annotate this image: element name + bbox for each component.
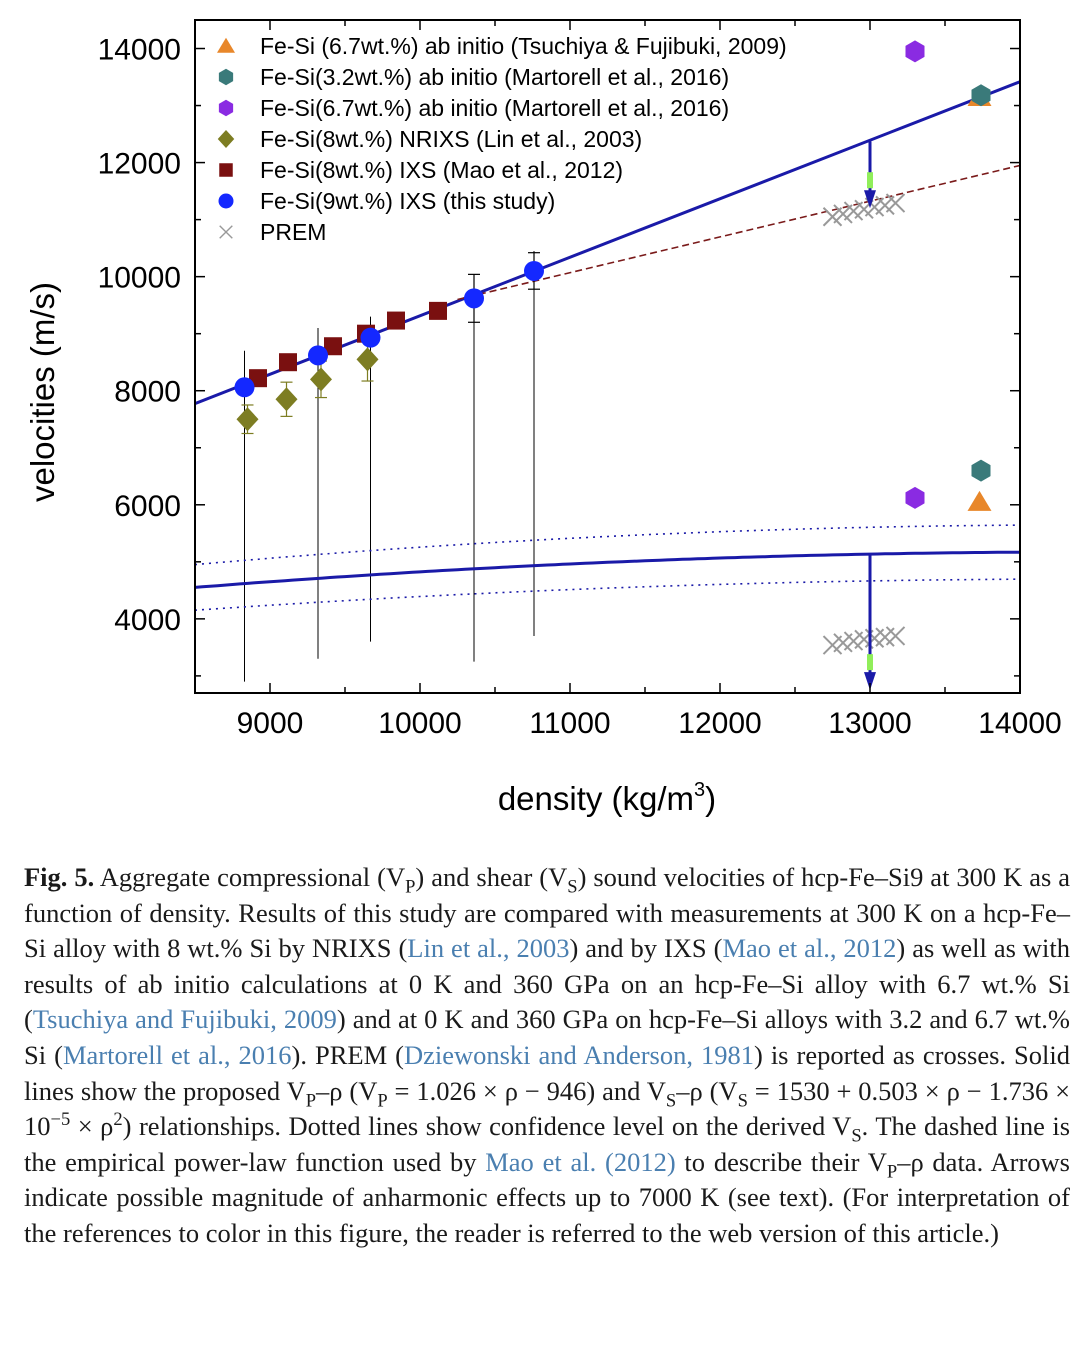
x-tick-label: 14000 [978, 707, 1061, 740]
chart: 9000 10000 11000 12000 13000 14000 4000 6000 800… [24, 19, 1062, 817]
caption-label: Fig. 5. [24, 862, 95, 892]
x-tick-label: 11000 [529, 707, 610, 740]
anharmonic-arrow-fill [867, 654, 873, 671]
anharmonic-arrow-fill [867, 172, 873, 189]
caption-text: ) is reported as crosses. Solid lines sh… [24, 1039, 1070, 1106]
data-point-prem [885, 193, 906, 213]
data-point-mao [249, 369, 267, 388]
data-point-mao [324, 337, 342, 356]
x-tick-label: 10000 [378, 707, 461, 740]
caption-text: . The dashed line is the empirical power… [24, 1111, 1071, 1177]
caption-text: = 1.026 × ρ − 946) and V [387, 1075, 666, 1106]
ref-link-mao[interactable]: Mao et al., 2012 [722, 933, 897, 964]
caption-sub: P [305, 1089, 317, 1111]
ref-link-tsuchiya[interactable]: Tsuchiya and Fujibuki, 2009 [32, 1004, 337, 1035]
ref-link-martorell[interactable]: Martorell et al., 2016 [62, 1039, 292, 1070]
anharmonic-arrow-head [864, 672, 876, 691]
caption-sup: 2 [113, 1109, 123, 1131]
caption-text: ). PREM ( [291, 1039, 404, 1070]
data-point-prem [885, 626, 906, 646]
legend-label-martorell67: Fe-Si(6.7wt.%) ab initio (Martorell et a… [260, 95, 729, 121]
legend-label-lin: Fe-Si(8wt.%) NRIXS (Lin et al., 2003) [260, 126, 642, 152]
data-point-lin [310, 367, 332, 392]
legend-marker-lin [217, 130, 235, 148]
data-point-lin [236, 407, 259, 432]
caption-text: ) sound velocities of hcp-Fe–Si9 at 300 … [24, 862, 1070, 964]
legend-marker-this [218, 193, 234, 209]
caption-text: ) relationships. Dotted lines show confi… [122, 1111, 852, 1142]
ref-link-lin[interactable]: Lin et al., 2003 [407, 933, 570, 964]
x-tick-label: 13000 [828, 707, 911, 740]
caption-text: ) and at 0 K and 360 GPa on hcp-Fe–Si al… [24, 1004, 1070, 1070]
legend-marker-prem [219, 225, 233, 239]
data-point-tsuchiya [967, 490, 992, 511]
caption-text: –ρ (V [316, 1075, 378, 1106]
vs-confidence-line [195, 578, 1020, 611]
x-tick-label: 9000 [237, 707, 304, 740]
legend-label-mao: Fe-Si(8wt.%) IXS (Mao et al., 2012) [260, 157, 623, 183]
data-point-martorell67 [905, 486, 925, 509]
caption-text: to describe their V [675, 1146, 887, 1177]
caption-text: –ρ data. Arrows indicate possible magnit… [24, 1146, 1070, 1248]
vs-fit-line [195, 550, 1020, 589]
x-tick-label: 12000 [678, 707, 761, 740]
y-tick-label: 14000 [98, 34, 181, 67]
anharmonic-arrow-head [864, 190, 876, 209]
powerlaw-dashed-line [457, 164, 1021, 301]
legend-label-martorell32: Fe-Si(3.2wt.%) ab initio (Martorell et a… [260, 64, 729, 90]
data-point-mao [279, 353, 297, 372]
data-point-mao [429, 301, 447, 320]
y-tick-label: 8000 [114, 376, 181, 409]
x-axis-label: density (kg/m3) [498, 779, 716, 817]
caption-sup: −5 [50, 1109, 71, 1131]
legend-label-prem: PREM [260, 219, 326, 245]
data-point-martorell32 [971, 459, 991, 482]
data-point-martorell67 [905, 40, 925, 63]
figure-caption: Fig. 5. Aggregate compressional (VP) and… [24, 860, 1070, 1252]
caption-text: ) and shear (V [415, 862, 568, 892]
caption-text: ) and by IXS ( [569, 933, 723, 964]
caption-sub: P [886, 1161, 898, 1183]
caption-text: = 1530 + 0.503 × ρ − 1.736 × 10 [24, 1075, 1071, 1142]
caption-sub: S [567, 876, 578, 898]
legend-marker-mao [219, 163, 233, 177]
caption-sub: P [377, 1089, 388, 1111]
legend-marker-martorell67 [218, 99, 234, 117]
data-point-this [360, 327, 381, 348]
y-tick-label: 10000 [98, 262, 181, 295]
caption-sub: P [405, 876, 416, 898]
data-point-martorell32 [971, 84, 991, 107]
y-tick-label: 12000 [98, 148, 181, 181]
caption-text: –ρ (V [676, 1075, 738, 1106]
caption-text: ) as well as with results of ab initio c… [24, 933, 1070, 1035]
legend-label-this: Fe-Si(9wt.%) IXS (this study) [260, 188, 555, 214]
caption-sub: S [665, 1089, 677, 1111]
legend-label-tsuchiya: Fe-Si (6.7wt.%) ab initio (Tsuchiya & Fu… [260, 33, 787, 59]
caption-text: Aggregate compressional (V [94, 862, 406, 892]
ref-link-dziewonski[interactable]: Dziewonski and Anderson, 1981 [403, 1039, 754, 1070]
y-tick-label: 6000 [114, 490, 181, 523]
y-axis-label: velocities (m/s) [24, 282, 61, 502]
plot-frame [194, 19, 1021, 694]
data-point-lin [275, 387, 298, 412]
y-tick-label: 4000 [114, 604, 181, 637]
data-point-this [234, 377, 255, 398]
legend-marker-tsuchiya [217, 37, 235, 53]
figure: 9000 10000 11000 12000 13000 14000 4000 6000 800… [24, 19, 1062, 817]
data-point-this [524, 260, 544, 281]
data-point-lin [356, 347, 379, 372]
vs-confidence-line [195, 524, 1020, 566]
ref-link-mao-2012[interactable]: Mao et al. (2012) [485, 1146, 676, 1177]
data-point-this [464, 288, 484, 309]
caption-sub: S [851, 1125, 862, 1147]
legend-marker-martorell32 [218, 68, 234, 86]
data-point-this [308, 345, 328, 366]
caption-text: × ρ [70, 1111, 114, 1142]
data-point-mao [387, 311, 405, 330]
caption-sub: S [737, 1089, 748, 1111]
